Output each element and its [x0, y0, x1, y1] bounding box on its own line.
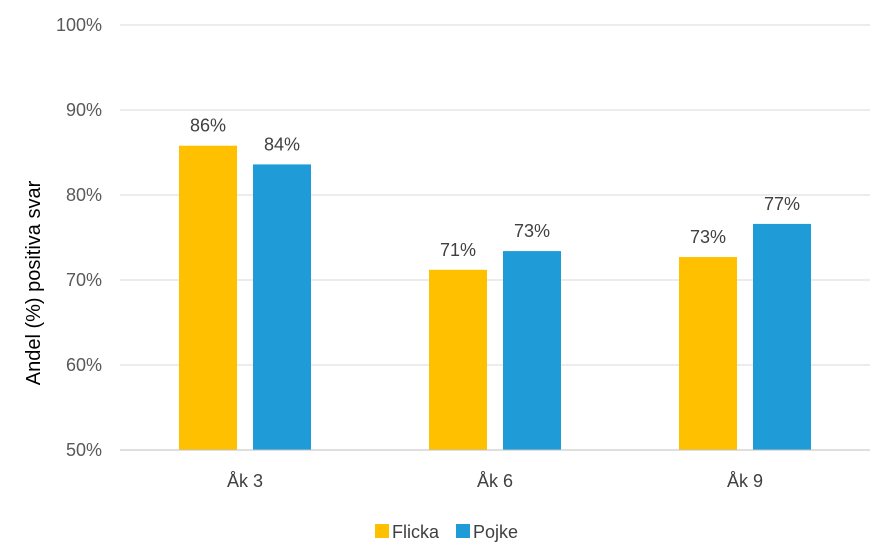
x-tick-label: Åk 9 — [727, 471, 763, 491]
bar-pojke-2 — [503, 251, 561, 450]
y-tick-label: 60% — [66, 355, 102, 375]
data-label: 71% — [440, 240, 476, 260]
bar-flicka-3 — [679, 257, 737, 450]
data-label: 73% — [690, 227, 726, 247]
bar-pojke-1 — [253, 164, 311, 450]
x-tick-label: Åk 6 — [477, 471, 513, 491]
axes: 50% 60% 70% 80% 90% 100% Åk 3 Åk 6 Åk 9 — [56, 15, 870, 491]
bar-pojke-3 — [753, 223, 811, 450]
y-tick-label: 50% — [66, 440, 102, 460]
x-tick-label: Åk 3 — [227, 471, 263, 491]
data-label: 84% — [264, 134, 300, 154]
gridlines — [120, 24, 870, 366]
legend-label-pojke: Pojke — [473, 522, 518, 542]
y-tick-label: 90% — [66, 100, 102, 120]
legend: Flicka Pojke — [375, 522, 518, 542]
y-tick-label: 100% — [56, 15, 102, 35]
y-axis-title: Andel (%) positiva svar — [23, 180, 45, 385]
legend-swatch-pojke — [456, 524, 470, 538]
y-tick-label: 70% — [66, 270, 102, 290]
y-tick-label: 80% — [66, 185, 102, 205]
data-labels: 86% 84% 71% 73% 73% 77% — [190, 116, 800, 260]
bar-flicka-2 — [429, 269, 487, 450]
bars — [179, 145, 811, 450]
legend-label-flicka: Flicka — [392, 522, 440, 542]
legend-swatch-flicka — [375, 524, 389, 538]
data-label: 86% — [190, 116, 226, 136]
data-label: 73% — [514, 221, 550, 241]
data-label: 77% — [764, 194, 800, 214]
bar-flicka-1 — [179, 145, 237, 450]
